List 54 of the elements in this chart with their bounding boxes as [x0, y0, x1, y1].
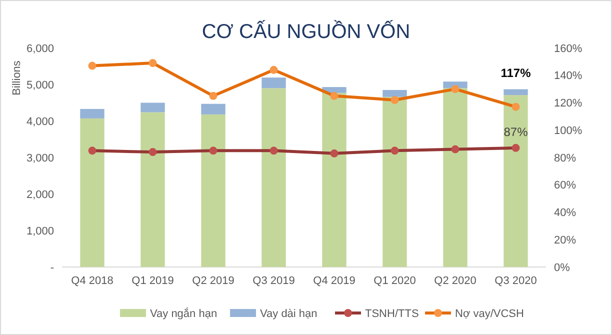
point	[390, 146, 399, 155]
bar	[504, 89, 528, 96]
x-tick-label: Q3 2019	[252, 275, 295, 287]
chart-title: CƠ CẤU NGUỒN VỐN	[202, 20, 410, 43]
data-label: 87%	[504, 124, 528, 139]
x-tick-label: Q3 2020	[494, 275, 537, 287]
point	[88, 146, 96, 155]
y2-tick-label: 80%	[554, 152, 576, 164]
bar	[382, 96, 407, 267]
bar	[140, 112, 165, 267]
x-tick-label: Q4 2018	[71, 275, 114, 287]
x-tick-label: Q1 2019	[132, 275, 174, 287]
x-tick-label: Q1 2020	[374, 275, 416, 287]
point	[330, 149, 338, 158]
point	[451, 145, 460, 154]
y-tick-label: 3,000	[26, 152, 54, 164]
x-tick-label: Q4 2019	[313, 275, 356, 287]
point	[270, 146, 278, 155]
y2-tick-label: 120%	[554, 98, 582, 110]
y-tick-label: 4,000	[26, 116, 54, 128]
bar	[80, 118, 104, 267]
data-label: 117%	[500, 66, 532, 80]
y2-tick-label: 40%	[554, 207, 576, 220]
y2-tick-label: 20%	[554, 234, 576, 246]
bar	[322, 92, 346, 267]
y-tick-label: -	[50, 262, 54, 274]
x-tick-label: Q2 2019	[192, 275, 234, 287]
bar	[80, 108, 104, 118]
y-tick-label: 6,000	[26, 42, 54, 55]
bar	[443, 88, 468, 267]
bar	[504, 95, 528, 267]
point	[148, 148, 157, 156]
y-tick-label: 2,000	[26, 188, 54, 201]
x-tick-label: Q2 2020	[434, 275, 476, 287]
y2-tick-label: 160%	[554, 42, 582, 55]
y2-tick-label: 0%	[554, 262, 570, 274]
y2-tick-label: 100%	[554, 124, 582, 137]
bar	[140, 102, 165, 112]
y-tick-label: 1,000	[26, 225, 54, 238]
point	[512, 144, 520, 152]
legend-label: TSNH/TTS	[365, 308, 419, 320]
legend-label: Vay ngắn hạn	[150, 306, 218, 320]
bar	[201, 104, 226, 114]
bar	[262, 78, 286, 88]
y2-tick-label: 60%	[554, 180, 576, 192]
legend-label: Nợ vay/VCSH	[455, 308, 524, 320]
point	[209, 146, 218, 155]
legend-label: Vay dài hạn	[260, 308, 318, 320]
bar	[262, 88, 286, 267]
y-axis-title: Billions	[11, 60, 23, 96]
bar	[201, 114, 226, 267]
bar	[382, 90, 407, 97]
y-tick-label: 5,000	[26, 79, 54, 92]
y2-tick-label: 140%	[554, 70, 582, 82]
